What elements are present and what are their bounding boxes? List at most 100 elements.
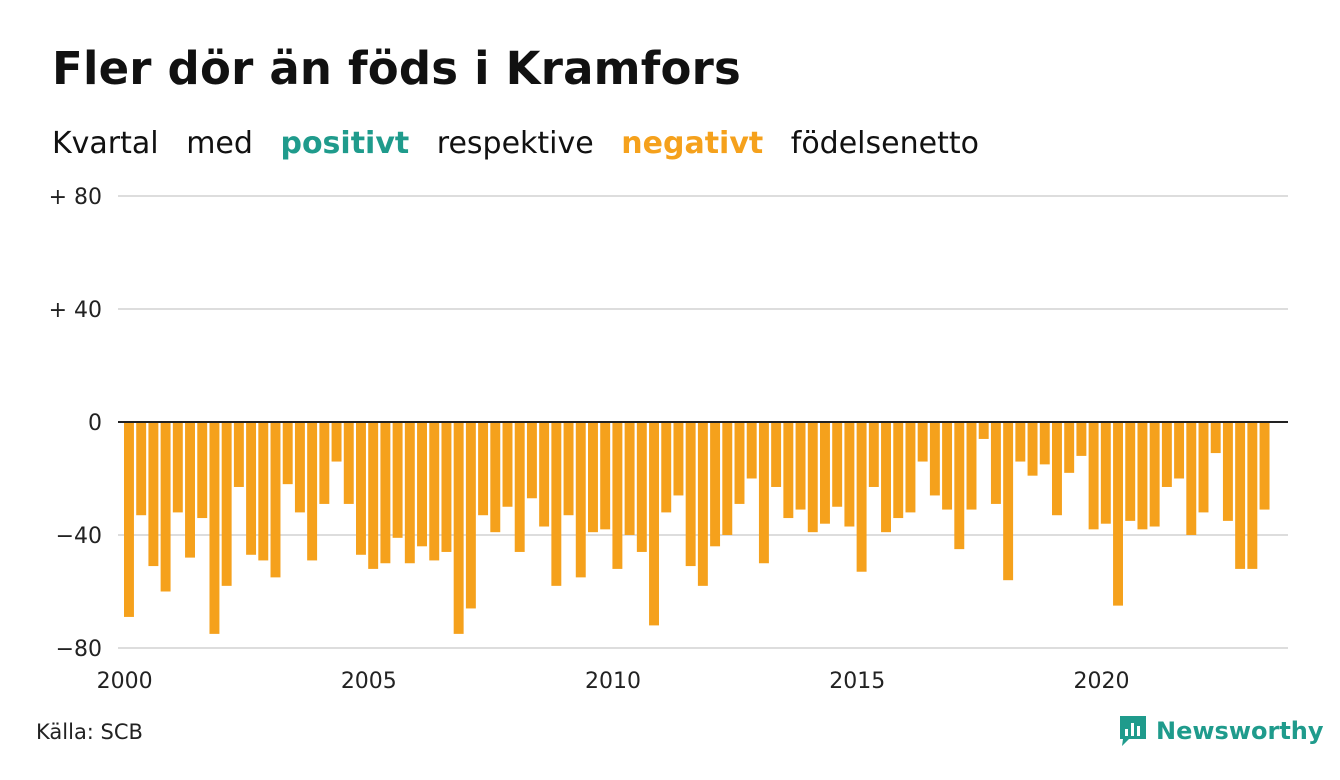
bar	[1235, 422, 1246, 569]
x-tick-label: 2010	[585, 669, 641, 694]
bar	[1259, 422, 1270, 510]
chart-subtitle: Kvartal med positivt respektive negativt…	[52, 126, 997, 161]
bar	[1222, 422, 1233, 521]
bar	[209, 422, 220, 634]
bar	[380, 422, 391, 564]
bar	[783, 422, 794, 519]
x-tick-label: 2015	[829, 669, 885, 694]
brand-logo: Newsworthy	[1118, 714, 1324, 748]
bar	[417, 422, 427, 547]
bar	[1039, 422, 1050, 465]
bar	[832, 422, 843, 507]
source-label: Källa: SCB	[36, 720, 143, 744]
bar	[1088, 422, 1099, 530]
bar	[1113, 422, 1123, 606]
bar	[661, 422, 672, 513]
x-tick-label: 2000	[97, 669, 153, 694]
bar	[539, 422, 550, 527]
bar	[1186, 422, 1197, 535]
bar	[1052, 422, 1062, 516]
bar	[1198, 422, 1209, 513]
bar	[453, 422, 464, 634]
bar	[807, 422, 818, 533]
bar	[1003, 422, 1014, 581]
subtitle-word: födelsenetto	[790, 126, 979, 161]
y-tick-label: + 80	[49, 185, 102, 210]
bar	[246, 422, 257, 555]
bar	[710, 422, 721, 547]
bar	[636, 422, 647, 552]
bar	[588, 422, 598, 533]
bar	[905, 422, 916, 513]
subtitle-negative-label: negativt	[621, 126, 764, 161]
brand-name: Newsworthy	[1156, 717, 1324, 745]
bar	[929, 422, 940, 496]
bar	[942, 422, 953, 510]
bar	[856, 422, 867, 572]
bar	[551, 422, 562, 586]
x-axis-labels: 2000 2005 2010 2015 2020	[97, 669, 1130, 694]
bar-series	[124, 422, 1270, 634]
subtitle-positive-label: positivt	[280, 126, 410, 161]
bar	[575, 422, 586, 578]
bar	[1125, 422, 1136, 521]
bar	[148, 422, 159, 567]
bar	[282, 422, 293, 485]
x-tick-label: 2005	[341, 669, 397, 694]
bar	[868, 422, 879, 487]
bar	[356, 422, 366, 555]
bar	[881, 422, 891, 533]
y-tick-label: + 40	[49, 298, 102, 323]
chart-title: Fler dör än föds i Kramfors	[52, 42, 742, 95]
bar	[1064, 422, 1075, 473]
bar	[514, 422, 525, 552]
bar	[331, 422, 342, 462]
bar	[795, 422, 806, 510]
bar	[307, 422, 318, 561]
bar	[722, 422, 733, 535]
bar	[917, 422, 928, 462]
bar	[1210, 422, 1221, 454]
bar	[124, 422, 134, 617]
bar	[319, 422, 330, 504]
bar	[343, 422, 354, 504]
subtitle-word: med	[186, 126, 253, 161]
bar	[649, 422, 659, 626]
bar	[563, 422, 574, 516]
bar	[258, 422, 269, 561]
bar	[820, 422, 830, 524]
bar	[294, 422, 305, 513]
bar	[1137, 422, 1148, 530]
bar	[465, 422, 476, 609]
bar	[392, 422, 403, 538]
bar	[1174, 422, 1185, 479]
y-tick-label: −80	[56, 637, 102, 662]
bar	[600, 422, 611, 530]
bar	[758, 422, 769, 564]
bar	[233, 422, 244, 487]
bar	[1247, 422, 1258, 569]
bar	[1015, 422, 1026, 462]
bar	[954, 422, 965, 550]
bar	[734, 422, 745, 504]
bar	[844, 422, 855, 527]
bar	[697, 422, 708, 586]
y-tick-label: −40	[56, 524, 102, 549]
bar-chart: + 80 + 40 0 −40 −80 2000 2005 2010 2015 2020	[49, 185, 1288, 694]
bar	[978, 422, 989, 439]
bar	[1149, 422, 1160, 527]
subtitle-word: Kvartal	[52, 126, 159, 161]
bar	[1076, 422, 1087, 456]
subtitle-word: respektive	[436, 126, 594, 161]
bar	[270, 422, 281, 578]
bar	[172, 422, 183, 513]
bar	[685, 422, 696, 567]
x-tick-label: 2020	[1073, 669, 1129, 694]
bar	[966, 422, 977, 510]
bar	[502, 422, 513, 507]
bar	[429, 422, 440, 561]
bar	[990, 422, 1001, 504]
bar	[771, 422, 782, 487]
bar	[185, 422, 195, 558]
y-tick-label: 0	[88, 411, 102, 436]
